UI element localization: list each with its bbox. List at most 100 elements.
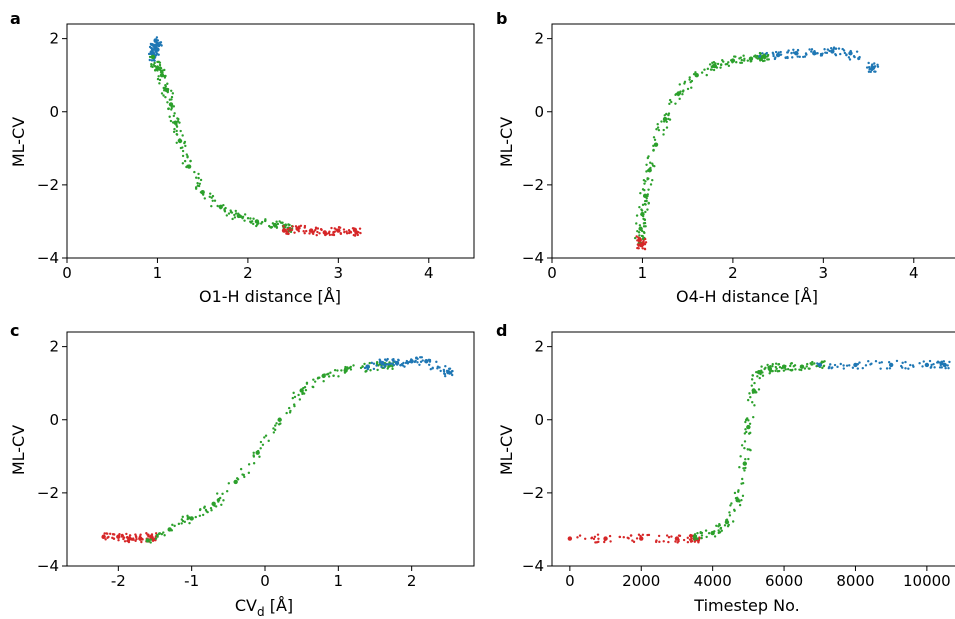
cloud-point [732,520,734,522]
cloud-point [302,387,304,389]
plot-area-d: 0 2000 4000 6000 8000 10000−4−202 [522,332,955,590]
panel-c: c -2 -1 0 1 2−4−202 CVd [Å] ML-CV [9,321,474,619]
cloud-point [217,498,219,500]
cloud-point [396,363,398,365]
cloud-point [182,162,184,164]
cloud-point [797,49,799,51]
cloud-point [701,534,703,536]
cloud-point [729,514,731,516]
cloud-point [312,386,314,388]
cloud-point [150,63,152,65]
cloud-point [171,96,173,98]
cloud-point [644,238,646,240]
cloud-point [253,455,255,457]
cloud-point [300,225,302,227]
cloud-point [740,499,742,501]
plot-area-b: 0 1 2 3 4−4−202 [522,24,955,282]
cloud-point [157,39,159,41]
cloud-point [717,63,719,65]
x-tick-label: 0 [565,572,575,590]
cloud-point [107,536,109,538]
cloud-point [153,59,155,61]
cloud-point [747,419,749,421]
cloud-point [789,365,791,367]
cloud-point [112,533,114,535]
cloud-point [147,535,149,537]
cloud-point [748,392,750,394]
cloud-point [653,165,655,167]
cloud-point [866,66,868,68]
cloud-point [109,533,111,535]
cloud-point [808,48,810,50]
cloud-point [933,366,935,368]
panel-letter-d: d [496,321,507,340]
cloud-point [834,364,836,366]
cloud-point [666,121,668,123]
cloud-point [154,40,156,42]
cloud-point [343,231,345,233]
cloud-point [289,229,291,231]
cloud-point [253,462,255,464]
cloud-point [777,51,779,53]
cloud-point [719,66,721,68]
cloud-point [173,525,175,527]
cloud-point [299,398,301,400]
cloud-point [209,192,211,194]
cloud-point [327,373,329,375]
y-tick-label: 0 [534,411,544,429]
cloud-point [312,378,314,380]
cloud-point [691,80,693,82]
cloud-point [181,146,183,148]
cloud-point [827,48,829,50]
cloud-point [288,224,290,226]
cloud-point [388,363,390,365]
cloud-point [210,205,212,207]
cloud-point [662,133,664,135]
cloud-point [749,423,751,425]
x-tick-label: -2 [111,572,126,590]
cloud-point [852,367,854,369]
cloud-point [161,92,163,94]
cloud-point [224,207,226,209]
cloud-point [821,52,823,54]
cloud-point [298,230,300,232]
cloud-point [725,519,727,521]
cloud-point [940,364,942,366]
cloud-point [764,55,766,57]
cloud-point [139,538,141,540]
cloud-point [639,192,641,194]
cloud-point [660,120,662,122]
cloud-point [663,129,665,131]
panel-a: a 0 1 2 3 4 −4 −2 0 2 O1-H distance [Å] ML-CV [9,9,474,306]
cloud-point [839,53,841,55]
cloud-point [636,537,638,539]
cloud-point [862,367,864,369]
cloud-point [402,362,404,364]
cloud-point [728,511,730,513]
cloud-point [210,509,212,511]
cloud-point [848,364,850,366]
cloud-point [298,227,300,229]
cloud-point [794,368,796,370]
cloud-point [264,219,266,221]
cloud-point [222,499,224,501]
cloud-point [237,213,239,215]
cloud-point [263,436,265,438]
y-axis-label-d: ML-CV [497,425,516,475]
cloud-point [658,535,660,537]
cloud-point [868,68,870,70]
cloud-point [236,477,238,479]
cloud-point [161,533,163,535]
cloud-point [243,219,245,221]
cloud-point [940,361,942,363]
cloud-point [717,525,719,527]
cloud-point [668,103,670,105]
x-tick-label: 1 [334,572,344,590]
cloud-point [881,361,883,363]
cloud-point [336,369,338,371]
cloud-point [741,444,743,446]
cloud-point [221,493,223,495]
cloud-point [769,365,771,367]
cloud-point [697,541,699,543]
cloud-point [755,391,757,393]
